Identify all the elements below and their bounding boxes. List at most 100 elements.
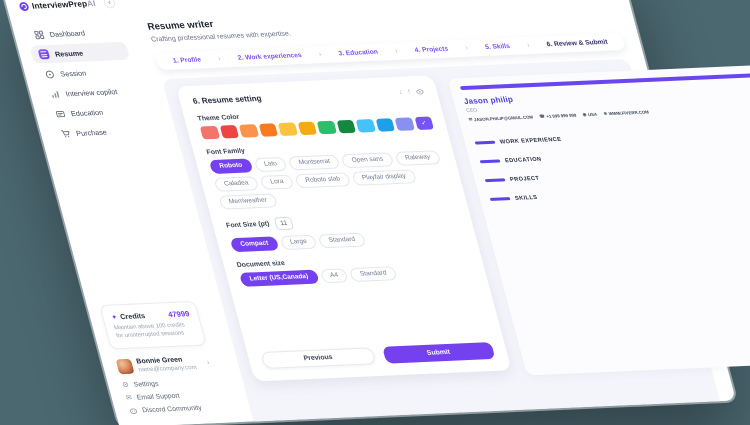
content-area: 6. Resume setting ↓ ↑ Theme Color ✓ Font… [161,58,750,422]
theme-color-swatch[interactable]: ✓ [414,116,434,130]
step-skills[interactable]: 5. Skills [484,42,511,51]
dashboard-icon [32,29,45,39]
sidebar-item-dashboard[interactable]: Dashboard [24,22,125,44]
envelope-icon: ✉ [125,394,133,402]
font-option-lato[interactable]: Lato [253,156,288,172]
sidebar-bottom: ✦ Credits 47999 Maintain above 100 credi… [99,300,224,415]
credits-value: 47999 [166,309,191,320]
chevron-right-icon: › [217,55,222,63]
preview-section-education: EDUCATION [479,143,750,165]
sidebar-nav: Dashboard Resume Session [24,22,152,145]
contact-phone: ☎ +1 999 999 999 [538,111,577,119]
font-option-roboto-slab[interactable]: Roboto slab [294,171,351,188]
user-email: name@company.com [137,364,198,374]
density-option-standard[interactable]: Standard [317,232,366,248]
sidebar-collapse-button[interactable]: ‹ [102,0,117,9]
chevron-right-icon: › [464,44,469,52]
font-option-lora[interactable]: Lora [259,174,295,190]
submit-button[interactable]: Submit [381,342,496,364]
theme-color-swatch[interactable] [336,119,356,133]
app-logo-icon [18,1,31,12]
theme-color-swatch[interactable] [316,120,337,134]
avatar [115,358,135,375]
settings-title: 6. Resume setting [191,93,263,106]
sidebar-item-session[interactable]: Session [35,61,136,83]
contact-website: ⊕ WWW.FIVERR.COM [602,108,650,116]
email-icon: ✉ [467,116,473,122]
preview-section-project: PROJECT [484,162,750,184]
preview-sections: WORK EXPERIENCE EDUCATION PROJECT S [474,124,750,202]
contact-location: ◉ USA [581,110,598,117]
previous-button[interactable]: Previous [260,347,377,369]
sidebar-item-education[interactable]: Education [45,101,146,123]
theme-color-swatch[interactable] [238,124,259,138]
theme-color-swatch[interactable] [375,118,395,132]
main-area: Resume writer Crafting professional resu… [121,0,750,422]
font-option-roboto[interactable]: Roboto [208,157,254,174]
credits-card: ✦ Credits 47999 Maintain above 100 credi… [99,300,207,350]
theme-color-swatch[interactable] [258,123,279,137]
doc-size-option-a4[interactable]: A4 [319,267,349,283]
credits-note: Maintain above 100 credits for uninterru… [113,322,186,340]
brand-name: InterviewPrepAI [30,0,97,11]
font-option-open-sans[interactable]: Open sans [340,151,395,168]
font-size-label: Font Size (pt) [225,220,271,229]
font-option-raleway[interactable]: Raleway [394,149,441,166]
section-rule [489,197,511,201]
preview-section-skills: SKILLS [489,181,750,203]
density-option-large[interactable]: Large [279,234,318,250]
step-projects[interactable]: 4. Projects [413,45,450,55]
app-window: InterviewPrepAI ‹ Dashboard Resume [3,0,750,425]
sidebar-item-settings[interactable]: ⚙ Settings [121,380,160,390]
step-profile[interactable]: 1. Profile [172,56,202,65]
sidebar-item-resume[interactable]: Resume [29,41,131,64]
theme-color-swatch[interactable] [199,125,220,139]
theme-color-swatch[interactable] [355,119,376,133]
interview-copilot-icon [48,89,61,99]
sidebar-item-purchase[interactable]: Purchase [51,121,152,143]
section-rule [474,141,496,145]
download-icon[interactable]: ↓ [397,88,404,96]
resume-icon [37,49,51,60]
phone-icon: ☎ [538,113,546,119]
education-icon [54,108,67,118]
theme-color-swatch[interactable] [297,121,317,135]
font-size-input[interactable]: 11 [273,216,294,230]
user-profile[interactable]: Bonnie Green name@company.com › [115,355,212,375]
section-rule [484,178,506,182]
contact-email: ✉ JASON.PHILIP@GMAIL.COM [467,113,534,122]
doc-size-option-letter[interactable]: Letter (US,Canada) [238,269,320,287]
sidebar-item-interview-copilot[interactable]: Interview copilot [40,81,141,103]
upload-icon[interactable]: ↑ [406,88,412,96]
sparkle-icon: ✦ [110,313,119,322]
doc-size-option-standard[interactable]: Standard [349,265,398,282]
font-option-caladea[interactable]: Caladea [213,175,260,192]
discord-icon [129,408,139,415]
gear-icon: ⚙ [121,381,130,390]
font-option-montserrat[interactable]: Montserrat [287,154,341,171]
font-option-merriweather[interactable]: Merriweather [218,192,278,210]
chevron-right-icon: › [394,47,399,55]
density-option-compact[interactable]: Compact [229,235,280,252]
purchase-icon [59,128,72,138]
website-icon: ⊕ [602,110,608,116]
step-education[interactable]: 3. Education [337,48,379,58]
step-review-submit[interactable]: 6. Review & Submit [545,38,609,49]
font-option-playfair-display[interactable]: Playfair display [351,168,417,186]
density-options: Compact Large Standard [229,228,464,252]
sidebar-item-discord-community[interactable]: Discord Community [129,404,223,415]
preview-eye-icon[interactable] [415,88,425,94]
chevron-right-icon: › [526,42,531,50]
credits-label: Credits [119,311,147,322]
logo-row: InterviewPrepAI ‹ [18,0,117,12]
section-rule [479,159,501,163]
step-work-experiences[interactable]: 2. Work experiences [237,52,303,62]
sidebar-item-email-support[interactable]: ✉ Email Support [125,392,181,402]
chevron-right-icon: › [206,359,211,367]
session-icon [43,69,56,79]
theme-color-swatch[interactable] [277,122,298,136]
sidebar: InterviewPrepAI ‹ Dashboard Resume [3,0,238,425]
theme-color-swatch[interactable] [219,124,240,139]
theme-color-swatch[interactable] [394,117,415,131]
